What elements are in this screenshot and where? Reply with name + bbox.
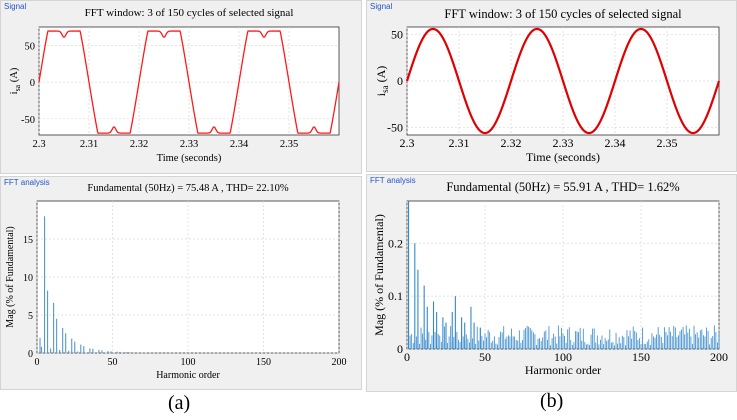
signal-chart-b: FFT window: 3 of 150 cycles of selected … — [374, 7, 721, 164]
fft-tag-a: FFT analysis — [4, 178, 50, 187]
y-tick-label: 50 — [25, 41, 36, 52]
y-tick-label: -50 — [387, 121, 403, 135]
x-tick-label: 2.32 — [501, 136, 522, 150]
y-tick-label: 0 — [397, 74, 403, 88]
y-axis-label: Mag (% of Fundamental) — [372, 214, 386, 336]
x-axis-label: Harmonic order — [525, 363, 601, 377]
x-axis-label: Time (seconds) — [157, 153, 222, 164]
x-tick-label: 0 — [404, 350, 410, 364]
x-tick-label: 2.33 — [180, 139, 198, 150]
x-tick-label: 200 — [710, 350, 728, 364]
x-tick-label: 2.31 — [449, 136, 470, 150]
x-tick-label: 2.34 — [605, 136, 626, 150]
x-tick-label: 2.32 — [130, 139, 148, 150]
y-tick-label: 0.1 — [388, 289, 403, 303]
x-tick-label: 2.33 — [553, 136, 574, 150]
fft-panel-a: FFT analysis Fundamental (50Hz) = 75.48 … — [0, 176, 362, 390]
y-axis-label: isa (A) — [374, 66, 390, 97]
fft-chart-b: Fundamental (50Hz) = 55.91 A , THD= 1.62… — [372, 180, 728, 377]
x-tick-label: 0 — [35, 357, 40, 368]
x-axis-label: Time (seconds) — [526, 150, 600, 164]
signal-tag-a: Signal — [4, 2, 27, 11]
y-axis-label: isa (A) — [9, 67, 22, 94]
fft-title: Fundamental (50Hz) = 55.91 A , THD= 1.62… — [446, 180, 679, 194]
x-tick-label: 100 — [181, 357, 196, 368]
x-tick-label: 50 — [479, 350, 491, 364]
y-tick-label: 0 — [30, 78, 35, 89]
y-tick-label: 0.2 — [388, 236, 403, 250]
x-tick-label: 200 — [332, 357, 347, 368]
x-tick-label: 2.35 — [280, 139, 298, 150]
x-axis-label: Harmonic order — [156, 370, 220, 381]
x-tick-label: 2.3 — [32, 139, 45, 150]
fft-chart-a: Fundamental (50Hz) = 75.48 A , THD= 22.1… — [5, 183, 347, 381]
x-tick-label: 2.35 — [657, 136, 678, 150]
x-tick-label: 100 — [554, 350, 572, 364]
fft-title: Fundamental (50Hz) = 75.48 A , THD= 22.1… — [87, 183, 288, 194]
y-tick-label: -50 — [21, 115, 35, 126]
x-tick-label: 50 — [108, 357, 118, 368]
x-tick-label: 2.34 — [230, 139, 249, 150]
signal-title: FFT window: 3 of 150 cycles of selected … — [85, 7, 294, 19]
y-tick-label: 0 — [28, 349, 33, 360]
x-tick-label: 150 — [256, 357, 271, 368]
fft-tag-b: FFT analysis — [370, 176, 416, 185]
fft-panel-b: FFT analysis Fundamental (50Hz) = 55.91 … — [366, 174, 737, 392]
x-tick-label: 150 — [632, 350, 650, 364]
x-tick-label: 2.31 — [80, 139, 98, 150]
signal-panel-b: Signal FFT window: 3 of 150 cycles of se… — [366, 0, 737, 172]
caption-a: (a) — [168, 392, 191, 414]
y-tick-label: 5 — [28, 311, 33, 322]
signal-chart-a: FFT window: 3 of 150 cycles of selected … — [9, 7, 340, 164]
y-tick-label: 0 — [397, 342, 403, 356]
signal-waveform — [38, 30, 340, 134]
y-tick-label: 15 — [23, 235, 33, 246]
caption-b: (b) — [540, 390, 564, 412]
y-tick-label: 10 — [23, 273, 33, 284]
y-tick-label: 50 — [391, 27, 403, 41]
y-axis-label: Mag (% of Fundamental) — [5, 226, 16, 327]
signal-panel-a: Signal FFT window: 3 of 150 cycles of se… — [0, 0, 362, 174]
signal-waveform — [405, 27, 721, 135]
signal-tag-b: Signal — [370, 2, 393, 11]
signal-title: FFT window: 3 of 150 cycles of selected … — [444, 7, 682, 21]
x-tick-label: 2.3 — [400, 136, 415, 150]
